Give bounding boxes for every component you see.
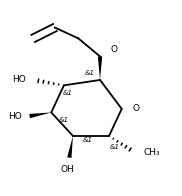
Polygon shape [29, 113, 51, 118]
Text: O: O [111, 45, 118, 54]
Text: O: O [132, 104, 140, 113]
Text: OH: OH [61, 165, 74, 174]
Text: HO: HO [12, 75, 26, 84]
Text: &1: &1 [82, 137, 92, 142]
Polygon shape [67, 136, 73, 158]
Text: CH₃: CH₃ [143, 148, 160, 157]
Text: &1: &1 [59, 117, 69, 123]
Text: &1: &1 [63, 90, 72, 96]
Polygon shape [98, 56, 102, 80]
Text: &1: &1 [110, 144, 119, 150]
Text: &1: &1 [84, 70, 94, 76]
Text: HO: HO [9, 112, 22, 121]
